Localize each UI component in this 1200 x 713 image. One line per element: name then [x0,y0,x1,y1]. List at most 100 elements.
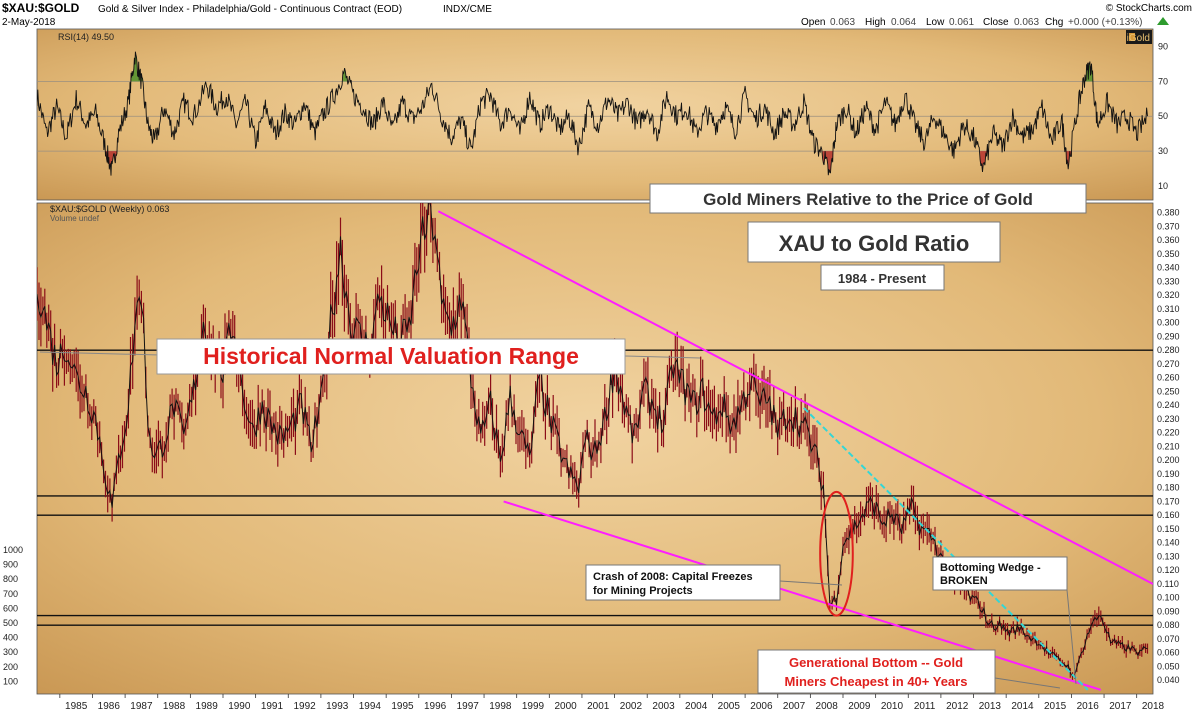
rsi-tick-label: 50 [1158,111,1168,121]
rsi-line [37,51,1148,176]
x-tick-label: 2013 [979,701,1002,712]
x-tick-label: 2018 [1142,701,1165,712]
x-tick-label: 2007 [783,701,806,712]
x-tick-label: 2000 [555,701,578,712]
x-tick-label: 2005 [718,701,741,712]
y-tick-label: 0.170 [1157,496,1180,506]
y-tick-label: 0.280 [1157,345,1180,355]
y-tick-label: 0.240 [1157,400,1180,410]
x-tick-label: 1998 [489,701,512,712]
rsi-tick-label: 30 [1158,146,1168,156]
title-box: Gold Miners Relative to the Price of Gol… [649,183,1087,214]
rsi-panel [36,28,1154,201]
crash-callout: Crash of 2008: Capital Freezes for Minin… [585,564,843,601]
crash-callout-line1: Crash of 2008: Capital Freezes [593,571,753,583]
y-tick-label: 0.270 [1157,359,1180,369]
rsi-tick-label: 70 [1158,76,1168,86]
x-tick-label: 2014 [1011,701,1034,712]
igold-logo-text: iGold [1127,33,1150,44]
volume-tick-label: 100 [3,676,18,686]
y-tick-label: 0.040 [1157,675,1180,685]
volume-tick-label: 600 [3,603,18,613]
x-tick-label: 2012 [946,701,969,712]
y-tick-label: 0.350 [1157,249,1180,259]
low-value: 0.061 [949,17,974,28]
y-tick-label: 0.060 [1157,648,1180,658]
x-tick-label: 2003 [652,701,675,712]
x-tick-label: 1992 [293,701,316,712]
volume-tick-label: 400 [3,633,18,643]
y-tick-label: 0.100 [1157,593,1180,603]
header-exchange: INDX/CME [443,4,492,15]
upper-resistance-trendline [437,210,1153,585]
y-tick-label: 0.370 [1157,221,1180,231]
volume-tick-label: 700 [3,589,18,599]
volume-tick-label: 300 [3,647,18,657]
chg-value: +0.000 (+0.13%) [1068,17,1143,28]
rsi-axis: 90 70 50 30 10 [1158,41,1168,191]
y-tick-label: 0.190 [1157,469,1180,479]
x-tick-label: 2016 [1077,701,1100,712]
y-tick-label: 0.210 [1157,441,1180,451]
x-tick-label: 2004 [685,701,708,712]
rsi-extreme-fill [980,151,987,172]
rsi-label: RSI(14) 49.50 [58,32,114,42]
chg-label: Chg [1045,17,1063,28]
price-y-axis: 0.040 0.050 0.060 0.070 0.080 0.090 0.100 0.110… [1157,208,1180,686]
date-range-box: 1984 - Present [820,264,945,291]
subtitle-box: XAU to Gold Ratio [747,221,1001,263]
volume-tick-label: 900 [3,560,18,570]
crash-callout-line2: for Mining Projects [593,585,693,597]
stockcharts-source[interactable]: © StockCharts.com [1106,3,1192,14]
high-label: High [865,17,886,28]
volume-label: Volume undef [50,214,100,223]
x-tick-label: 1999 [522,701,545,712]
x-tick-label: 2006 [750,701,773,712]
y-tick-label: 0.330 [1157,276,1180,286]
y-tick-label: 0.120 [1157,565,1180,575]
y-tick-label: 0.110 [1157,579,1179,589]
volume-axis: 1000 900 800 700 600 500 400 300 200 100 [3,545,23,686]
price-bars [37,203,1149,681]
header-date: 2-May-2018 [2,17,56,28]
wedge-callout-line1: Bottoming Wedge - [940,562,1041,574]
y-tick-label: 0.380 [1157,208,1180,218]
y-tick-label: 0.220 [1157,428,1180,438]
header-description: Gold & Silver Index - Philadelphia/Gold … [98,4,402,15]
x-tick-label: 2009 [848,701,871,712]
wedge-callout-line2: BROKEN [940,575,988,587]
ohlc-readout: Open 0.063 High 0.064 Low 0.061 Close 0.… [801,17,1169,28]
x-tick-label: 2002 [620,701,643,712]
x-tick-label: 2015 [1044,701,1067,712]
x-axis: 1985 1986 1987 1988 1989 1990 1991 1992 1993 1994… [59,694,1165,712]
x-tick-label: 1988 [163,701,186,712]
x-tick-label: 1995 [391,701,414,712]
y-tick-label: 0.140 [1157,538,1180,548]
rsi-tick-label: 10 [1158,181,1168,191]
high-value: 0.064 [891,17,916,28]
x-tick-label: 1997 [457,701,480,712]
crash-2008-ellipse [819,490,854,617]
header-symbol: $XAU:$GOLD [2,1,80,15]
y-tick-label: 0.310 [1157,304,1180,314]
bottom-callout-line2: Miners Cheapest in 40+ Years [785,674,968,689]
up-arrow-icon [1157,17,1169,25]
y-tick-label: 0.300 [1157,318,1180,328]
y-tick-label: 0.360 [1157,235,1180,245]
close-value: 0.063 [1014,17,1039,28]
x-tick-label: 1986 [98,701,121,712]
x-tick-label: 1989 [196,701,219,712]
bottoming-wedge-trendline [803,407,1089,691]
trendlines [437,210,1153,691]
rsi-grid [37,80,1153,152]
x-tick-label: 2011 [914,701,936,712]
y-tick-label: 0.080 [1157,620,1180,630]
open-value: 0.063 [830,17,855,28]
y-tick-label: 0.320 [1157,290,1180,300]
date-range: 1984 - Present [838,271,927,286]
wedge-callout: Bottoming Wedge - BROKEN [932,556,1077,685]
volume-tick-label: 500 [3,618,18,628]
y-tick-label: 0.230 [1157,414,1180,424]
chart-title: Gold Miners Relative to the Price of Gol… [703,190,1033,209]
close-label: Close [983,17,1009,28]
